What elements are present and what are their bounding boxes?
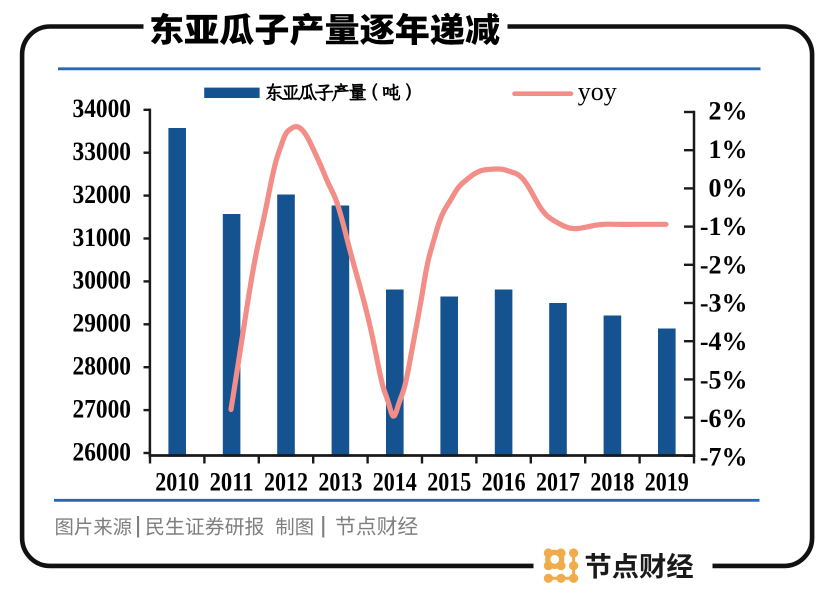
svg-text:34000: 34000 — [73, 94, 132, 123]
svg-text:-7%: -7% — [700, 442, 748, 471]
svg-text:2010: 2010 — [155, 468, 199, 497]
svg-text:2018: 2018 — [590, 468, 634, 497]
svg-text:32000: 32000 — [73, 180, 132, 209]
svg-text:2016: 2016 — [482, 468, 526, 497]
svg-text:2%: 2% — [709, 97, 748, 126]
svg-text:33000: 33000 — [73, 137, 132, 166]
svg-text:-3%: -3% — [700, 289, 748, 318]
svg-text:26000: 26000 — [73, 437, 132, 466]
svg-text:2013: 2013 — [318, 468, 362, 497]
svg-text:31000: 31000 — [73, 223, 132, 252]
svg-text:-4%: -4% — [700, 327, 748, 356]
svg-text:yoy: yoy — [578, 77, 617, 106]
svg-text:2012: 2012 — [264, 468, 308, 497]
svg-text:28000: 28000 — [73, 352, 132, 381]
svg-text:-1%: -1% — [700, 212, 748, 241]
svg-text:2014: 2014 — [373, 468, 417, 497]
svg-text:27000: 27000 — [73, 395, 132, 424]
svg-text:0%: 0% — [709, 174, 748, 203]
svg-text:2017: 2017 — [536, 468, 580, 497]
svg-text:29000: 29000 — [73, 309, 132, 338]
svg-text:-6%: -6% — [700, 404, 748, 433]
svg-text:2015: 2015 — [427, 468, 471, 497]
svg-text:2019: 2019 — [645, 468, 689, 497]
svg-text:-2%: -2% — [700, 250, 748, 279]
svg-text:-5%: -5% — [700, 366, 748, 395]
svg-text:30000: 30000 — [73, 266, 132, 295]
svg-text:1%: 1% — [709, 135, 748, 164]
svg-text:2011: 2011 — [210, 468, 254, 497]
